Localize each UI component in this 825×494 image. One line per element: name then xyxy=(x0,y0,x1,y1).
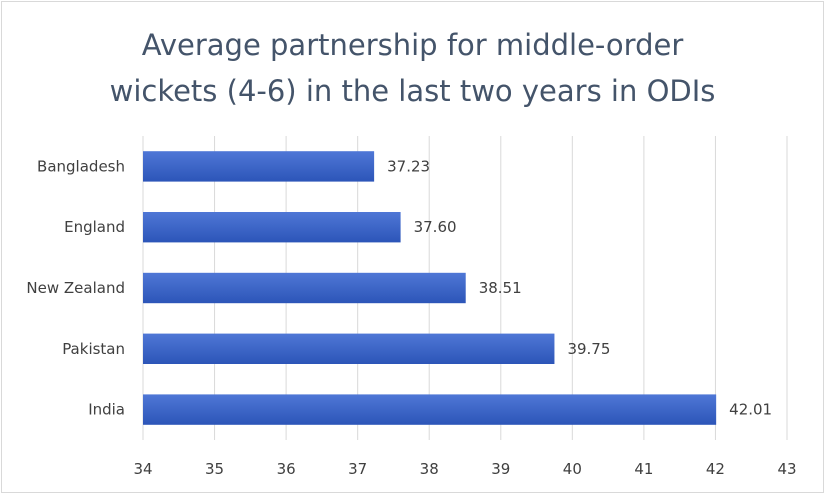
data-label-bangladesh: 37.23 xyxy=(387,157,430,175)
chart-title: Average partnership for middle-order wic… xyxy=(0,22,825,114)
x-tick-label-37: 37 xyxy=(348,460,367,478)
x-tick-label-36: 36 xyxy=(277,460,296,478)
bar-india xyxy=(143,394,717,425)
x-tick-label-42: 42 xyxy=(706,460,725,478)
data-label-pakistan: 39.75 xyxy=(567,340,610,358)
data-label-india: 42.01 xyxy=(729,401,772,419)
x-tick-label-35: 35 xyxy=(205,460,224,478)
x-tick-label-43: 43 xyxy=(777,460,796,478)
category-label-bangladesh: Bangladesh xyxy=(37,157,125,175)
data-label-england: 37.60 xyxy=(414,218,457,236)
bar-new-zealand xyxy=(143,272,466,304)
chart-title-line-2: wickets (4-6) in the last two years in O… xyxy=(109,74,716,108)
x-tick-label-38: 38 xyxy=(420,460,439,478)
x-tick-label-39: 39 xyxy=(491,460,510,478)
labels: 34 35 36 37 38 39 40 41 42 43 Bangladesh 37.23 Engla… xyxy=(26,157,796,478)
category-label-pakistan: Pakistan xyxy=(62,340,125,358)
bars xyxy=(143,151,717,425)
category-label-india: India xyxy=(88,401,125,419)
chart-title-line-1: Average partnership for middle-order xyxy=(141,28,684,62)
category-label-england: England xyxy=(64,218,125,236)
x-tick-label-41: 41 xyxy=(634,460,653,478)
data-label-new-zealand: 38.51 xyxy=(479,279,522,297)
bar-bangladesh xyxy=(143,151,375,182)
category-label-new-zealand: New Zealand xyxy=(26,279,125,297)
bar-pakistan xyxy=(143,333,555,364)
x-tick-label-34: 34 xyxy=(133,460,152,478)
bar-england xyxy=(143,212,401,243)
x-tick-label-40: 40 xyxy=(563,460,582,478)
